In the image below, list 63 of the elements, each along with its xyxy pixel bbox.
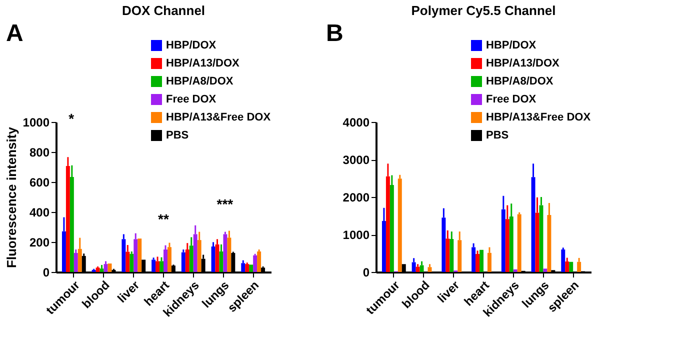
legend-label: HBP/A13&Free DOX (486, 112, 592, 124)
legend-label: HBP/A8/DOX (166, 76, 234, 88)
legend-label: Free DOX (486, 94, 537, 106)
bar (104, 264, 108, 272)
chart-title: Polymer Cy5.5 Channel (411, 3, 556, 18)
legend-label: HBP/DOX (486, 40, 537, 52)
bar (152, 260, 156, 272)
y-tick-label: 3000 (342, 153, 370, 167)
y-tick-label: 1000 (342, 228, 370, 242)
bar (130, 254, 134, 272)
legend-label: HBP/A13/DOX (166, 58, 240, 70)
bar (257, 251, 262, 272)
bar (416, 266, 420, 272)
bar (577, 262, 582, 272)
y-tick-label: 2000 (342, 190, 370, 204)
chart-title: DOX Channel (122, 3, 206, 18)
annotation: *** (216, 196, 234, 212)
bar (569, 262, 574, 272)
legend-label: HBP/DOX (166, 40, 217, 52)
text: B (326, 20, 344, 47)
bar (476, 254, 480, 272)
y-tick-label: 800 (29, 146, 50, 160)
bar (241, 263, 246, 272)
bar (167, 247, 172, 272)
y-tick-label: 0 (42, 266, 50, 280)
bar (420, 265, 424, 272)
annotation: ** (158, 211, 170, 227)
bar (412, 262, 416, 272)
annotation: * (68, 110, 75, 126)
y-tick-label: 200 (29, 236, 50, 250)
bar (513, 269, 518, 272)
bar (245, 264, 250, 272)
bar (96, 268, 100, 272)
bar (181, 252, 186, 272)
y-tick-label: 400 (29, 206, 50, 220)
bar (472, 247, 476, 272)
bar (249, 264, 254, 272)
y-tick-label: 4000 (342, 116, 370, 130)
bar (74, 252, 78, 272)
legend-label: HBP/A13/DOX (486, 58, 560, 70)
bar (517, 214, 522, 272)
legend-label: HBP/A8/DOX (486, 76, 554, 88)
bar (160, 261, 164, 272)
bar (398, 178, 402, 272)
legend-label: HBP/A13&Free DOX (166, 112, 272, 124)
y-tick-label: 0 (362, 266, 370, 280)
y-tick-label: 1000 (22, 116, 50, 130)
y-tick-label: 600 (29, 176, 50, 190)
bar (100, 268, 104, 272)
bar (138, 238, 142, 272)
bar (561, 250, 566, 272)
y-axis-title: Fluorescence intensity (4, 126, 19, 268)
text: A (6, 20, 24, 47)
bar (164, 250, 168, 272)
bar (480, 250, 484, 272)
bar (428, 267, 432, 272)
legend-label: PBS (166, 130, 189, 142)
bar (565, 262, 570, 272)
legend-label: Free DOX (166, 94, 217, 106)
bar (543, 268, 548, 272)
legend-label: PBS (486, 130, 509, 142)
bar (223, 234, 228, 272)
bar (253, 255, 258, 272)
